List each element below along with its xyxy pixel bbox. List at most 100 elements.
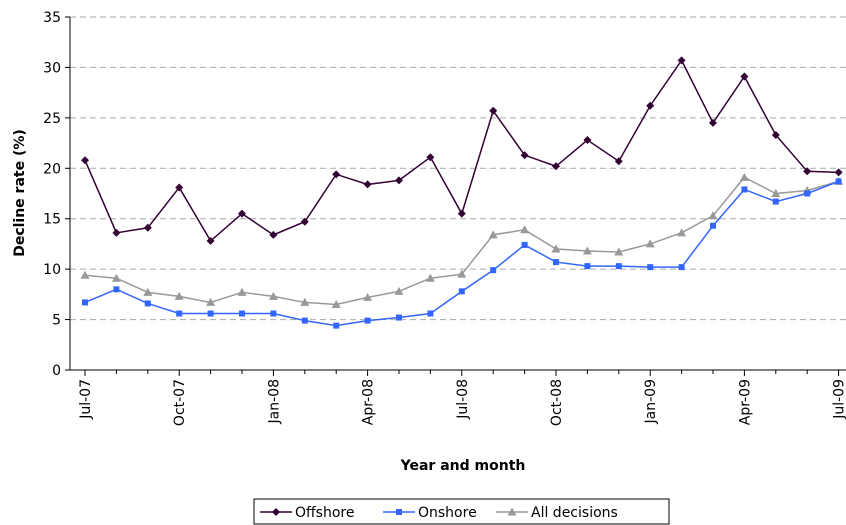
data-point-onshore (301, 317, 308, 324)
data-point-all-decisions (394, 286, 404, 295)
data-point-onshore (427, 310, 434, 317)
legend-label: Offshore (295, 505, 354, 521)
x-tick-labels: Jul-07 Oct-07 Jan-08 Apr-08 Jul-08 Oct-08 Jan-… (78, 379, 846, 426)
legend-box (253, 498, 670, 525)
data-point-all-decisions (300, 297, 310, 306)
data-point-all-decisions (80, 270, 90, 279)
data-point-onshore (647, 264, 654, 271)
series-line-onshore (84, 180, 839, 327)
x-tick-label: Jul-07 (78, 379, 94, 420)
data-point-all-decisions (582, 246, 592, 255)
data-point-onshore (710, 222, 716, 229)
data-point-onshore (333, 322, 340, 329)
data-point-onshore (835, 178, 842, 185)
x-tick-label: Jan-09 (643, 379, 659, 424)
data-point-offshore (206, 236, 215, 245)
data-point-all-decisions (111, 273, 121, 282)
data-point-all-decisions (739, 172, 749, 181)
data-point-all-decisions (551, 244, 561, 253)
data-point-offshore (175, 183, 184, 192)
data-point-onshore (553, 259, 559, 266)
data-point-onshore (176, 310, 183, 317)
x-tick-label: Oct-08 (549, 379, 565, 426)
data-point-offshore (363, 180, 372, 189)
data-point-all-decisions (206, 297, 216, 306)
data-point-offshore (238, 209, 246, 218)
data-point-onshore (364, 317, 371, 324)
y-tick-label: 10 (43, 262, 61, 278)
data-point-offshore (709, 118, 717, 127)
data-point-all-decisions (143, 287, 153, 296)
data-point-offshore (143, 223, 152, 232)
legend-item-offshore: Offshore (260, 505, 354, 521)
x-tick-label: Jul-08 (455, 379, 471, 420)
data-point-offshore (614, 157, 623, 166)
series-all-decisions (80, 172, 844, 308)
data-point-onshore (239, 310, 245, 317)
data-point-onshore (144, 300, 151, 307)
data-point-onshore (615, 263, 622, 270)
data-point-all-decisions (174, 291, 184, 300)
data-point-all-decisions (645, 239, 655, 248)
data-point-onshore (584, 263, 591, 270)
data-point-onshore (490, 267, 497, 274)
data-point-offshore (395, 176, 403, 185)
x-tick-label: Oct-07 (172, 379, 188, 426)
legend-item-all-decisions: All decisions (496, 505, 618, 521)
data-point-onshore (678, 264, 685, 271)
axes (65, 16, 846, 376)
x-tick-label: Apr-08 (361, 379, 377, 425)
data-point-all-decisions (708, 211, 718, 220)
data-point-onshore (772, 198, 779, 205)
data-point-onshore (741, 186, 748, 193)
data-point-onshore (521, 241, 528, 248)
data-point-all-decisions (331, 299, 341, 308)
data-point-all-decisions (363, 292, 373, 301)
data-point-offshore (740, 72, 749, 81)
data-point-onshore (458, 288, 465, 295)
series-onshore (82, 178, 842, 329)
y-tick-label: 20 (43, 161, 61, 177)
y-tick-label: 0 (52, 363, 61, 379)
y-axis-title: Decline rate (%) (12, 129, 28, 257)
data-point-onshore (396, 314, 402, 321)
data-point-all-decisions (268, 291, 278, 300)
legend-label: All decisions (531, 505, 618, 521)
data-point-onshore (82, 299, 88, 306)
data-point-onshore (270, 310, 277, 317)
data-point-all-decisions (457, 269, 467, 278)
data-point-offshore (269, 230, 278, 239)
legend-marker (272, 508, 280, 516)
data-point-all-decisions (425, 273, 435, 282)
data-point-offshore (771, 131, 780, 140)
data-point-all-decisions (237, 287, 247, 296)
x-axis-title: Year and month (400, 458, 526, 474)
series-offshore (81, 56, 843, 245)
legend-item-onshore: Onshore (383, 505, 477, 521)
data-point-offshore (583, 136, 592, 145)
legend-marker (507, 507, 517, 516)
data-point-offshore (300, 217, 309, 226)
legend-label: Onshore (418, 505, 477, 521)
series-line-all-decisions (84, 176, 839, 306)
data-point-offshore (426, 153, 435, 162)
data-point-all-decisions (488, 230, 498, 239)
data-point-onshore (113, 286, 120, 293)
data-point-offshore (489, 106, 498, 115)
y-tick-labels: 0 5 10 15 20 25 30 35 (43, 10, 61, 379)
data-point-offshore (552, 162, 560, 171)
y-tick-label: 5 (52, 313, 61, 329)
data-point-offshore (677, 56, 686, 65)
data-point-offshore (520, 151, 529, 160)
x-tick-label: Apr-09 (737, 379, 753, 425)
y-tick-label: 35 (43, 10, 61, 26)
y-tick-label: 25 (43, 111, 61, 127)
data-point-offshore (112, 228, 121, 237)
data-point-all-decisions (614, 247, 624, 256)
data-point-offshore (457, 209, 466, 218)
y-tick-label: 15 (43, 212, 61, 228)
data-point-all-decisions (771, 189, 781, 197)
x-tick-label: Jan-08 (266, 379, 282, 424)
legend-marker (396, 509, 402, 515)
